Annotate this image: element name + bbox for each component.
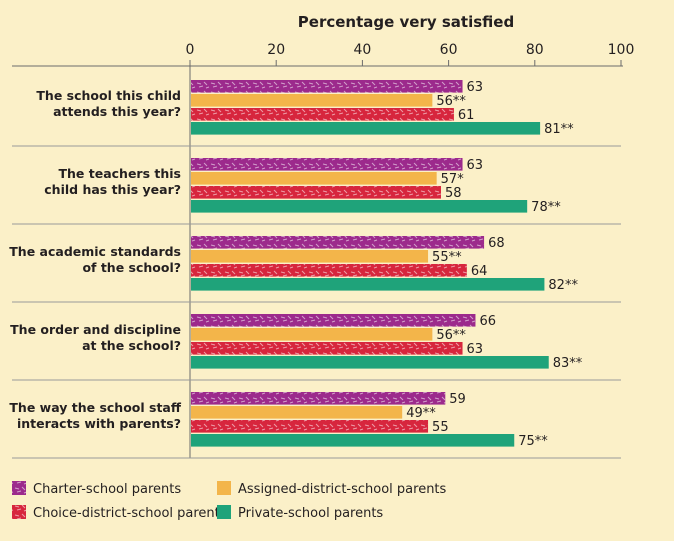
bar (191, 406, 403, 419)
legend-label: Assigned-district-school parents (238, 482, 447, 497)
x-tick-label: 20 (267, 42, 285, 58)
x-tick-label: 80 (526, 42, 544, 58)
bar-value-label: 83** (553, 356, 583, 371)
legend-swatch (217, 481, 231, 495)
category-label: The order and discipline at the school? (10, 322, 181, 353)
bar-value-label: 55** (432, 250, 462, 265)
bar-texture (191, 236, 485, 249)
bar-texture (191, 108, 454, 121)
bar-value-label: 66 (479, 314, 496, 329)
bar-value-label: 55 (432, 420, 449, 435)
legend-swatch (217, 505, 231, 519)
bar (191, 122, 541, 135)
bar-value-label: 64 (471, 264, 488, 279)
legend-label: Charter-school parents (33, 482, 181, 497)
bar (191, 328, 433, 341)
bar (191, 356, 549, 369)
legend: Charter-school parents Assigned-district-… (12, 481, 447, 521)
bar-texture (191, 420, 429, 433)
bar-value-label: 68 (488, 236, 505, 251)
bar-texture (191, 392, 446, 405)
bar (191, 200, 528, 213)
bar-value-label: 58 (445, 186, 462, 201)
bar (191, 94, 433, 107)
legend-swatch-texture (12, 481, 26, 495)
bar-texture (191, 186, 441, 199)
plot-area: The school this child attends this year? T… (9, 80, 621, 459)
bar (191, 278, 545, 291)
bar-value-label: 59 (449, 392, 466, 407)
x-tick-label: 60 (440, 42, 458, 58)
bar-value-label: 49** (406, 406, 436, 421)
x-tick-label: 40 (353, 42, 371, 58)
category-label: The school this child attends this year? (36, 88, 181, 119)
legend-label: Private-school parents (238, 506, 383, 521)
bar-value-label: 61 (458, 108, 475, 123)
x-tick-label: 100 (608, 42, 635, 58)
bar-texture (191, 158, 463, 171)
bar (191, 172, 437, 185)
bar-value-label: 75** (518, 434, 548, 449)
bar-value-label: 56** (436, 94, 466, 109)
bar-value-label: 57* (441, 172, 465, 187)
bar-value-label: 63 (467, 80, 484, 95)
bar-value-label: 63 (467, 158, 484, 173)
bar-texture (191, 80, 463, 93)
bar-texture (191, 314, 476, 327)
category-label: The teachers this child has this year? (44, 166, 181, 197)
bar (191, 250, 429, 263)
bar-value-label: 81** (544, 122, 574, 137)
bar (191, 434, 515, 447)
bar-texture (191, 342, 463, 355)
bar-value-label: 63 (467, 342, 484, 357)
bar-value-label: 82** (548, 278, 578, 293)
category-label: The academic standards of the school? (9, 244, 181, 275)
x-tick-label: 0 (186, 42, 195, 58)
x-axis: 0 20 40 60 80 100 (12, 42, 634, 458)
legend-label: Choice-district-school parents (33, 506, 227, 521)
category-label: The way the school staff interacts with p… (9, 400, 181, 431)
bar-texture (191, 264, 467, 277)
bar-value-label: 78** (531, 200, 561, 215)
legend-swatch-texture (12, 505, 26, 519)
chart-title: Percentage very satisfied (298, 13, 514, 31)
bar-value-label: 56** (436, 328, 466, 343)
